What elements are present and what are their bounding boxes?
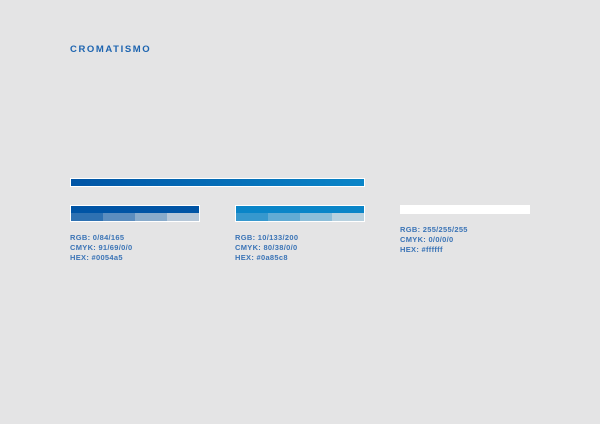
color-swatch-white: RGB: 255/255/255 CMYK: 0/0/0/0 HEX: #fff… xyxy=(400,205,530,255)
solid-color-bar xyxy=(401,206,529,213)
rgb-value: RGB: 255/255/255 xyxy=(400,225,468,234)
cmyk-value: CMYK: 0/0/0/0 xyxy=(400,235,454,244)
rgb-value: RGB: 10/133/200 xyxy=(235,233,299,242)
tint-segment xyxy=(332,213,364,221)
tint-segment xyxy=(71,213,103,221)
solid-color-bar xyxy=(236,206,364,213)
tint-segment xyxy=(268,213,300,221)
color-value-labels: RGB: 255/255/255 CMYK: 0/0/0/0 HEX: #fff… xyxy=(400,225,530,255)
color-value-labels: RGB: 10/133/200 CMYK: 80/38/0/0 HEX: #0a… xyxy=(235,233,365,263)
hex-value: HEX: #0a85c8 xyxy=(235,253,288,262)
color-swatch-light-blue: RGB: 10/133/200 CMYK: 80/38/0/0 HEX: #0a… xyxy=(235,205,365,263)
tint-segment xyxy=(300,213,332,221)
rgb-value: RGB: 0/84/165 xyxy=(70,233,125,242)
tint-row xyxy=(71,213,199,221)
color-gradient-bar xyxy=(70,178,365,187)
cmyk-value: CMYK: 80/38/0/0 xyxy=(235,243,298,252)
swatch-bars xyxy=(235,205,365,222)
tint-segment xyxy=(236,213,268,221)
tint-row xyxy=(236,213,364,221)
tint-segment xyxy=(167,213,199,221)
cmyk-value: CMYK: 91/69/0/0 xyxy=(70,243,133,252)
hex-value: HEX: #ffffff xyxy=(400,245,443,254)
hex-value: HEX: #0054a5 xyxy=(70,253,123,262)
color-value-labels: RGB: 0/84/165 CMYK: 91/69/0/0 HEX: #0054… xyxy=(70,233,200,263)
page-title: CROMATISMO xyxy=(70,44,152,55)
solid-color-bar xyxy=(71,206,199,213)
tint-segment xyxy=(135,213,167,221)
swatch-bars xyxy=(400,205,530,214)
color-swatch-dark-blue: RGB: 0/84/165 CMYK: 91/69/0/0 HEX: #0054… xyxy=(70,205,200,263)
swatch-bars xyxy=(70,205,200,222)
tint-segment xyxy=(103,213,135,221)
